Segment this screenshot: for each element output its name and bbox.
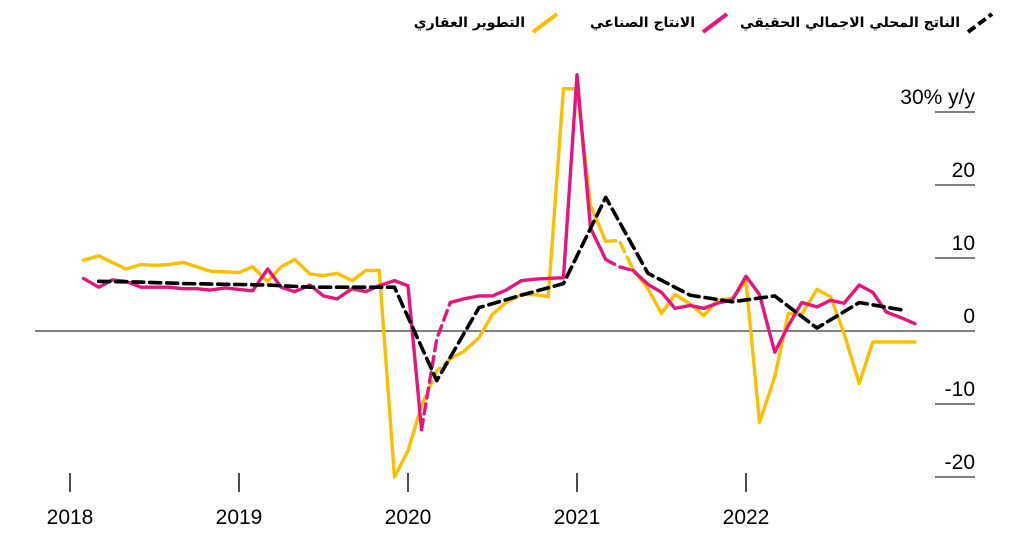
y-tick-label: 20: [952, 159, 975, 182]
series-line: [604, 257, 635, 273]
legend-label-gdp: الناتج المحلي الاجمالي الحقيقي: [740, 15, 960, 31]
series-lines: [81, 73, 917, 479]
x-tick-label: 2018: [47, 506, 94, 529]
series-line: [631, 267, 917, 424]
y-tick-label: 10: [952, 232, 975, 255]
industrial-swatch-icon: [701, 12, 729, 34]
legend-item-gdp: الناتج المحلي الاجمالي الحقيقي: [740, 8, 994, 38]
x-tick-label: 2021: [554, 506, 601, 529]
x-tick-label: 2020: [385, 506, 432, 529]
series-line: [81, 267, 424, 432]
series-line: [81, 254, 424, 479]
property-swatch-icon: [531, 12, 559, 34]
series-line: [96, 195, 904, 383]
x-axis-ticks: 2018 2019 2020 2021 2022: [47, 473, 770, 529]
y-tick-label: -10: [945, 378, 975, 401]
series-line: [631, 268, 917, 354]
y-tick-label: 30% y/y: [900, 86, 975, 109]
series-1: [81, 73, 917, 432]
legend-label-industrial: الانتاج الصناعي: [590, 15, 695, 31]
series-line: [419, 300, 452, 432]
x-tick-label: 2022: [723, 506, 770, 529]
legend-item-property: التطوير العقاري: [414, 8, 559, 38]
series-0: [96, 195, 904, 383]
legend-item-industrial: الانتاج الصناعي: [590, 8, 729, 38]
y-axis-ticks: 30% y/y 20 10 0 -10 -20: [900, 86, 975, 474]
series-line: [448, 73, 608, 305]
y-tick-label: 0: [963, 305, 975, 328]
gdp-swatch-icon: [966, 12, 994, 34]
y-grid: [35, 111, 975, 478]
legend-label-property: التطوير العقاري: [413, 15, 525, 31]
y-tick-label: -20: [945, 451, 975, 474]
x-tick-label: 2019: [216, 506, 263, 529]
series-line: [604, 238, 635, 271]
